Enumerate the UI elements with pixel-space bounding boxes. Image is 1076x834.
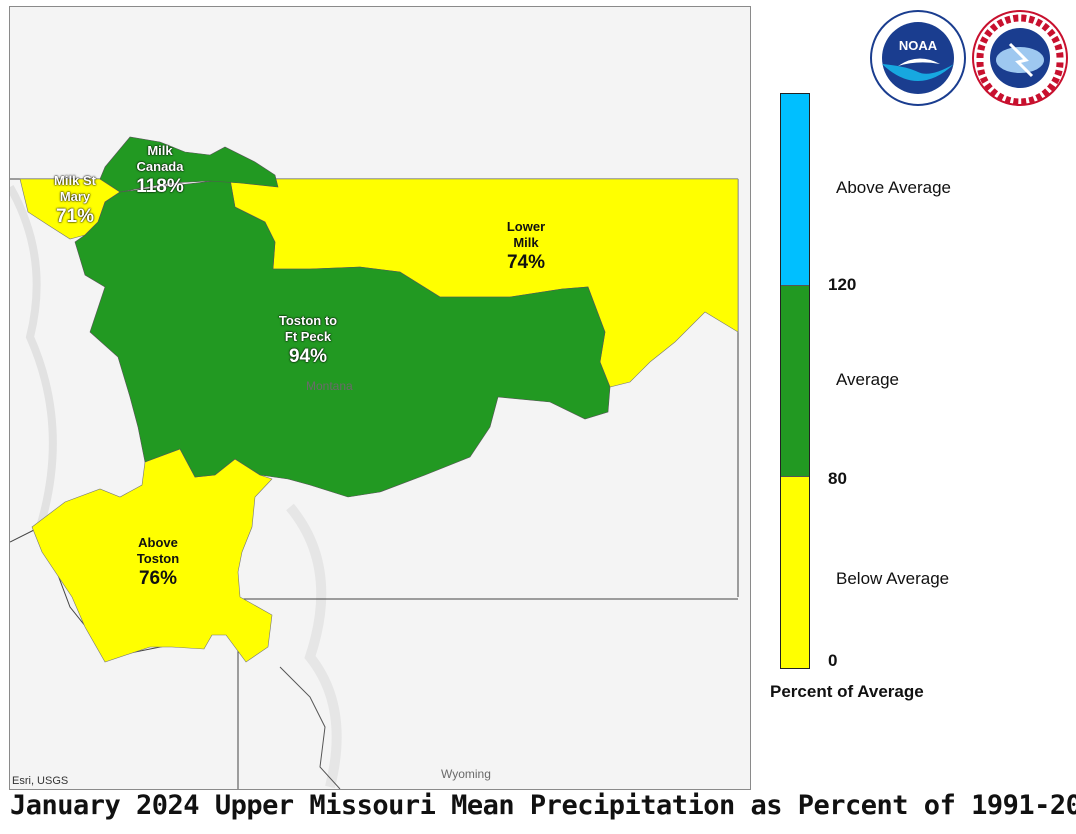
region-name: Milk St Mary (54, 173, 96, 204)
map-frame: Milk St Mary 71% Milk Canada 118% Lower … (9, 6, 751, 790)
region-percent: 118% (136, 176, 184, 198)
region-name: Lower Milk (506, 219, 546, 250)
wyoming-label: Wyoming (441, 767, 491, 781)
label-lower-milk: Lower Milk 74% (507, 219, 545, 275)
legend-swatch-above-average (781, 94, 809, 286)
legend-label-average: Average (836, 370, 900, 389)
region-name: Above Toston (136, 535, 180, 566)
legend-swatch-below-average (781, 477, 809, 669)
legend-tick-80: 80 (828, 469, 847, 488)
legend-color-bar (780, 93, 810, 669)
terrain-shading (10, 185, 57, 529)
legend-label-below-average: Below Average (836, 569, 950, 588)
legend-label-above-average: Above Average (836, 178, 951, 197)
label-milk-st-mary: Milk St Mary 71% (54, 173, 96, 229)
region-percent: 76% (138, 568, 178, 590)
noaa-logo-text: NOAA (899, 38, 938, 53)
legend-tick-120: 120 (828, 275, 857, 294)
region-toston-to-ft-peck (74, 178, 611, 498)
label-milk-canada: Milk Canada 118% (136, 143, 184, 199)
nws-logo (972, 10, 1068, 106)
legend-title: Percent of Average (770, 682, 924, 701)
region-milk-canada (99, 136, 279, 193)
region-percent: 74% (506, 252, 546, 274)
map-attribution: Esri, USGS (12, 775, 69, 787)
legend-swatch-average (781, 285, 809, 478)
basin-map (10, 136, 739, 789)
region-name: Toston to Ft Peck (278, 313, 338, 344)
region-percent: 94% (288, 346, 328, 368)
agency-logos: NOAA (870, 10, 1068, 106)
region-percent: 71% (55, 206, 95, 228)
montana-label: Montana (306, 379, 353, 393)
label-above-toston: Above Toston 76% (137, 535, 179, 591)
legend-tick-0: 0 (828, 651, 838, 670)
noaa-logo: NOAA (870, 10, 966, 106)
map-title: January 2024 Upper Missouri Mean Precipi… (10, 790, 1076, 821)
region-name: Milk Canada (136, 143, 184, 174)
terrain-shading (286, 503, 342, 789)
yellowstone-border-line (279, 666, 341, 789)
label-toston-to-ft-peck: Toston to Ft Peck 94% (279, 313, 337, 369)
